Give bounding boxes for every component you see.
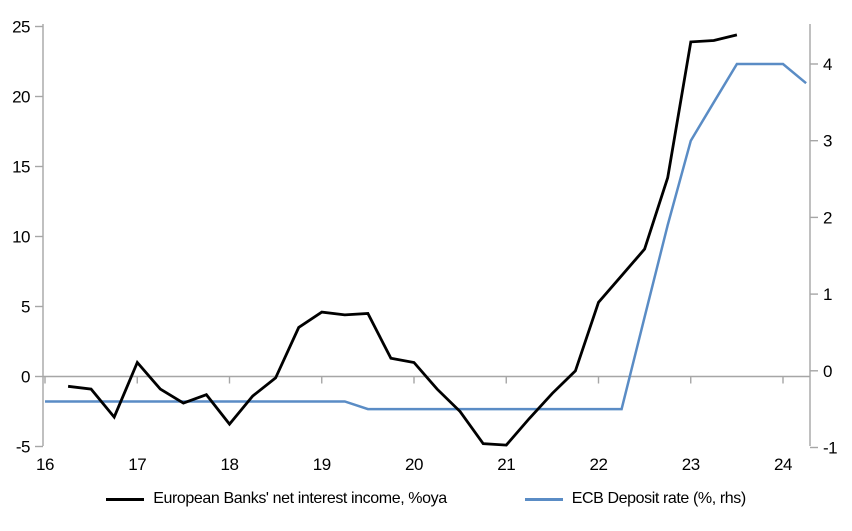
deposit-rate-line xyxy=(45,62,807,411)
x-tick-label: 19 xyxy=(313,455,331,474)
y-right-tick-label: 3 xyxy=(823,132,832,151)
y-left-tick-label: 5 xyxy=(21,298,30,317)
y-left-tick-label: 10 xyxy=(12,228,30,247)
x-tick-label: 20 xyxy=(405,455,423,474)
y-right-tick-label: 2 xyxy=(823,208,832,227)
legend-label-nii: European Banks' net interest income, %oy… xyxy=(153,490,447,507)
x-tick-label: 21 xyxy=(497,455,515,474)
y-right-tick-label: 0 xyxy=(823,362,832,381)
legend-label-ecb: ECB Deposit rate (%, rhs) xyxy=(571,490,746,507)
nii-line xyxy=(67,33,738,447)
legend-item-ecb: ECB Deposit rate (%, rhs) xyxy=(524,490,746,508)
deposit-rate-swatch xyxy=(524,497,563,501)
y-right-tick-label: -1 xyxy=(823,439,837,458)
y-left-tick-label: 25 xyxy=(12,18,30,37)
nii-line-swatch xyxy=(106,497,145,501)
x-tick-label: 18 xyxy=(221,455,239,474)
x-tick-label: 22 xyxy=(590,455,608,474)
x-tick-label: 16 xyxy=(36,455,54,474)
x-tick-label: 24 xyxy=(774,455,792,474)
y-left-tick-label: 0 xyxy=(21,368,30,387)
y-left-tick-label: 20 xyxy=(12,88,30,107)
y-right-tick-label: 4 xyxy=(823,55,832,74)
legend: European Banks' net interest income, %oy… xyxy=(0,490,852,508)
y-right-tick-label: 1 xyxy=(823,285,832,304)
y-left-tick-label: 15 xyxy=(12,158,30,177)
x-tick-label: 23 xyxy=(682,455,700,474)
legend-item-nii: European Banks' net interest income, %oy… xyxy=(106,490,447,508)
x-tick-label: 17 xyxy=(128,455,146,474)
y-left-tick-label: -5 xyxy=(16,438,30,457)
